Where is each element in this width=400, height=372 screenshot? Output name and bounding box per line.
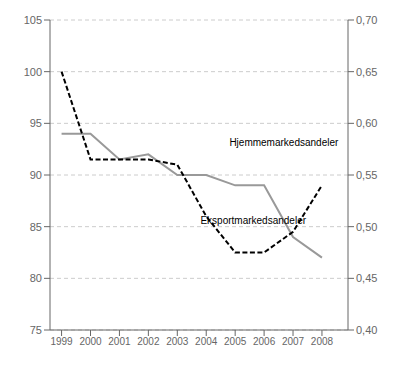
svg-text:1999: 1999 [50,336,73,347]
svg-text:0,60: 0,60 [356,117,377,129]
svg-text:0,50: 0,50 [356,221,377,233]
svg-text:Hjemmemarkedsandeler: Hjemmemarkedsandeler [229,137,339,148]
svg-text:2007: 2007 [282,336,305,347]
svg-text:75: 75 [30,324,42,336]
svg-text:100: 100 [24,66,42,78]
svg-text:90: 90 [30,169,42,181]
svg-text:105: 105 [24,14,42,26]
svg-text:2001: 2001 [108,336,131,347]
svg-text:2003: 2003 [166,336,189,347]
svg-text:2000: 2000 [79,336,102,347]
svg-text:2006: 2006 [253,336,276,347]
svg-text:0,40: 0,40 [356,324,377,336]
svg-text:2008: 2008 [311,336,334,347]
svg-text:0,55: 0,55 [356,169,377,181]
svg-text:95: 95 [30,117,42,129]
svg-text:2005: 2005 [224,336,247,347]
svg-text:80: 80 [30,272,42,284]
svg-text:Eksportmarkedsandeler: Eksportmarkedsandeler [200,215,306,226]
svg-text:0,45: 0,45 [356,272,377,284]
svg-text:85: 85 [30,221,42,233]
svg-text:0,65: 0,65 [356,66,377,78]
svg-text:2002: 2002 [137,336,160,347]
svg-text:2004: 2004 [195,336,218,347]
svg-text:0,70: 0,70 [356,14,377,26]
